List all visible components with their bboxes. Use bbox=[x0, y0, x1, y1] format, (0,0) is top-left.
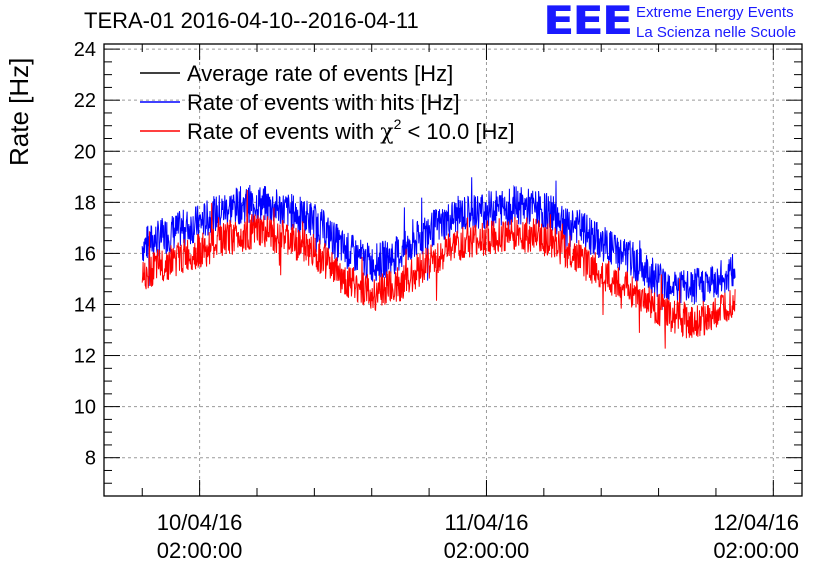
y-tick-label: 18 bbox=[74, 192, 96, 214]
plot-frame bbox=[103, 43, 803, 497]
x-tick-label-date: 10/04/16 bbox=[157, 510, 243, 535]
y-tick-label: 8 bbox=[85, 448, 96, 470]
y-tick-label: 22 bbox=[74, 90, 96, 112]
x-tick-label-time: 02:00:00 bbox=[713, 538, 799, 563]
y-tick-label: 16 bbox=[74, 243, 96, 265]
y-tick-label: 10 bbox=[74, 397, 96, 419]
legend-label-2: Rate of events with hits [Hz] bbox=[187, 90, 460, 115]
legend-label-3: Rate of events with χ2 < 10.0 [Hz] bbox=[187, 116, 514, 145]
series-line-chi2 bbox=[141, 189, 736, 349]
y-tick-label: 20 bbox=[74, 141, 96, 163]
x-tick-label-date: 12/04/16 bbox=[713, 510, 799, 535]
y-tick-label: 24 bbox=[74, 39, 96, 61]
series-line-hits bbox=[141, 177, 736, 310]
logo-subtitle-line2: La Scienza nelle Scuole bbox=[636, 24, 797, 41]
y-tick-label: 12 bbox=[74, 346, 96, 368]
eee-logo: EEE bbox=[543, 0, 633, 44]
x-tick-label-time: 02:00:00 bbox=[444, 538, 530, 563]
y-axis-label: Rate [Hz] bbox=[4, 57, 34, 166]
chart-title: TERA-01 2016-04-10--2016-04-11 bbox=[84, 8, 419, 33]
y-tick-label: 14 bbox=[74, 294, 96, 316]
x-tick-label-date: 11/04/16 bbox=[444, 510, 528, 535]
logo-subtitle-line1: Extreme Energy Events bbox=[636, 4, 794, 21]
legend-label-1: Average rate of events [Hz] bbox=[187, 61, 453, 86]
x-tick-label-time: 02:00:00 bbox=[157, 538, 243, 563]
